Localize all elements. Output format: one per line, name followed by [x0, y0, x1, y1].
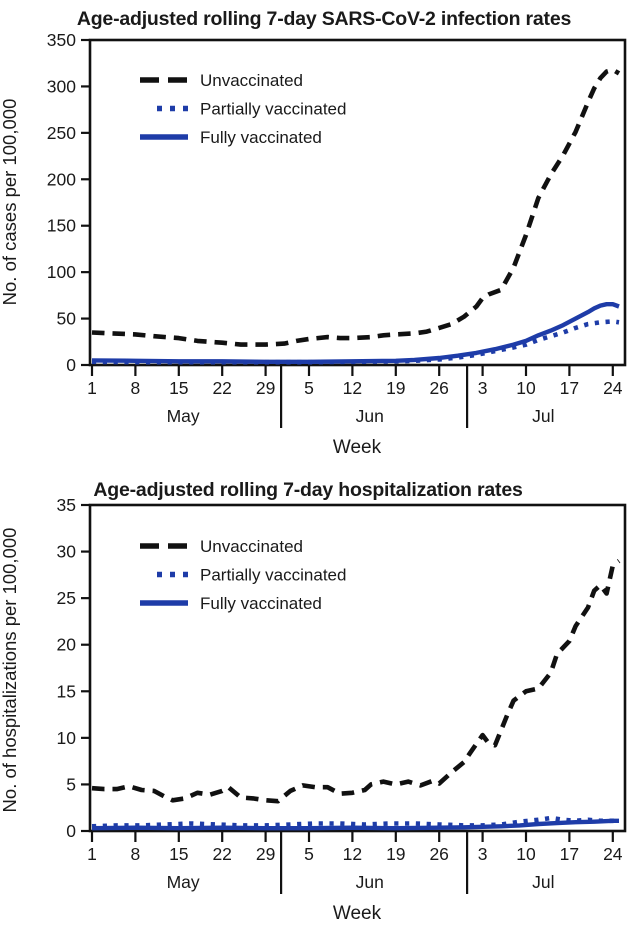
- x-tick-label: 5: [304, 844, 314, 864]
- x-tick-label: 5: [304, 378, 314, 398]
- y-axis-label: No. of hospitalizations per 100,000: [0, 528, 20, 813]
- infection-rate-chart: Age-adjusted rolling 7-day SARS-CoV-2 in…: [0, 0, 635, 460]
- x-tick-label: 1: [87, 844, 97, 864]
- x-tick-label: 29: [256, 844, 275, 864]
- x-tick-label: 8: [131, 378, 141, 398]
- series-line-solid: [91, 302, 620, 364]
- x-tick-label: 24: [603, 844, 623, 864]
- x-tick-label: 22: [212, 844, 231, 864]
- series-line-dashed: [91, 67, 621, 347]
- y-tick-label: 150: [47, 216, 76, 236]
- x-tick-label: 10: [516, 378, 536, 398]
- x-tick-label: 10: [516, 844, 536, 864]
- hospitalization-rate-chart: Age-adjusted rolling 7-day hospitalizati…: [0, 460, 635, 930]
- x-tick-label: 26: [429, 378, 448, 398]
- x-tick-label: 15: [169, 378, 188, 398]
- month-label: May: [167, 406, 200, 426]
- y-tick-label: 250: [47, 123, 76, 143]
- x-tick-label: 8: [131, 844, 141, 864]
- x-tick-label: 3: [478, 378, 488, 398]
- x-tick-label: 22: [212, 378, 231, 398]
- series-line-dotted: [91, 319, 620, 365]
- x-tick-label: 24: [603, 378, 623, 398]
- x-tick-label: 26: [429, 844, 448, 864]
- x-axis-label-week: Week: [333, 437, 382, 458]
- x-tick-label: 12: [343, 844, 362, 864]
- y-tick-label: 20: [57, 635, 77, 655]
- y-tick-label: 25: [57, 588, 76, 608]
- y-tick-label: 15: [57, 681, 76, 701]
- month-label: Jun: [356, 406, 384, 426]
- plot-area: 0 50 100 150 200 250 300 350 1 8 15 22 29 5 12 19 26 3 10 1…: [47, 30, 627, 428]
- y-tick-label: 35: [57, 495, 76, 515]
- plot-frame: [88, 503, 627, 833]
- infection-rate-chart-canvas: Age-adjusted rolling 7-day SARS-CoV-2 in…: [0, 8, 627, 458]
- x-tick-label: 1: [87, 378, 97, 398]
- y-axis-label: No. of cases per 100,000: [0, 99, 20, 306]
- hospitalization-rate-chart-canvas: Age-adjusted rolling 7-day hospitalizati…: [0, 479, 627, 924]
- month-label: May: [167, 872, 200, 892]
- legend-label: Fully vaccinated: [200, 128, 322, 147]
- legend-label: Partially vaccinated: [200, 100, 346, 119]
- x-tick-label: 12: [343, 378, 362, 398]
- y-tick-label: 100: [47, 262, 76, 282]
- legend-label: Unvaccinated: [200, 537, 303, 556]
- x-tick-label: 15: [169, 844, 188, 864]
- y-tick-label: 10: [57, 728, 77, 748]
- x-axis-label-week: Week: [333, 903, 382, 924]
- plot-area: 0 5 10 15 20 25 30 35 1 8 15 22 29 5 12 19 26 3 10 17 24 May J…: [57, 495, 627, 894]
- y-tick-label: 0: [66, 821, 76, 841]
- plot-frame: [88, 38, 627, 367]
- y-tick-label: 50: [57, 309, 77, 329]
- x-tick-label: 19: [386, 844, 405, 864]
- x-tick-label: 17: [560, 378, 579, 398]
- y-tick-label: 0: [66, 355, 76, 375]
- legend-label: Unvaccinated: [200, 71, 303, 90]
- x-tick-label: 29: [256, 378, 275, 398]
- month-label: Jun: [356, 872, 384, 892]
- x-tick-label: 17: [560, 844, 579, 864]
- chart-title: Age-adjusted rolling 7-day hospitalizati…: [93, 479, 523, 501]
- y-tick-label: 200: [47, 169, 76, 189]
- chart-title: Age-adjusted rolling 7-day SARS-CoV-2 in…: [77, 8, 572, 30]
- month-label: Jul: [532, 872, 554, 892]
- y-tick-label: 5: [66, 774, 76, 794]
- series-line-dashed: [91, 559, 621, 804]
- y-tick-label: 350: [47, 30, 76, 50]
- legend-label: Partially vaccinated: [200, 566, 346, 585]
- month-label: Jul: [532, 406, 554, 426]
- x-tick-label: 3: [478, 844, 488, 864]
- legend-label: Fully vaccinated: [200, 594, 322, 613]
- series-line-solid: [91, 818, 619, 831]
- y-tick-label: 30: [57, 542, 77, 562]
- y-tick-label: 300: [47, 76, 76, 96]
- x-tick-label: 19: [386, 378, 405, 398]
